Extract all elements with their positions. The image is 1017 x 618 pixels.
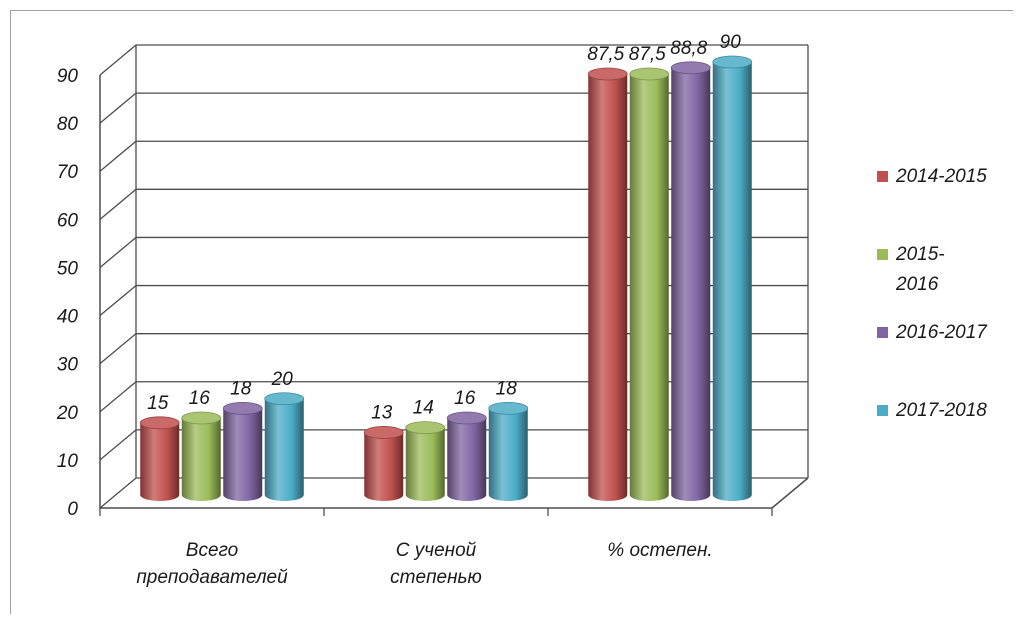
bar-top — [181, 411, 222, 425]
bar-body — [588, 74, 628, 502]
data-label: 16 — [454, 388, 476, 409]
y-tick-label: 0 — [67, 499, 78, 520]
y-tick-label: 40 — [57, 307, 79, 328]
bar-body — [447, 418, 487, 501]
bar — [405, 421, 446, 501]
data-label: 87,5 — [587, 44, 624, 65]
y-tick-label: 60 — [57, 210, 79, 231]
y-tick-label: 90 — [57, 66, 79, 87]
bar-top — [670, 61, 711, 75]
data-label: 88,8 — [670, 38, 707, 59]
data-label: 13 — [371, 402, 393, 423]
bar-top — [587, 67, 628, 81]
bar — [222, 401, 263, 501]
bar-top — [712, 55, 753, 69]
bar-top — [446, 411, 487, 425]
bar-body — [629, 74, 669, 502]
bar — [363, 426, 404, 501]
data-label: 16 — [189, 388, 211, 409]
legend-item: 2014-2015 — [877, 166, 987, 187]
bar-body — [181, 418, 221, 501]
bar-body — [712, 62, 752, 501]
bar-top — [363, 426, 404, 439]
bars-layer — [139, 55, 753, 502]
y-tick-label: 30 — [57, 355, 79, 376]
y-tick-label: 80 — [57, 114, 79, 135]
data-label: 15 — [147, 393, 169, 414]
bar — [264, 392, 305, 501]
bar — [587, 67, 628, 502]
bar-body — [223, 408, 263, 501]
data-label: 14 — [413, 398, 434, 419]
bar-top — [139, 416, 180, 430]
y-tick-label: 70 — [57, 162, 79, 183]
legend: 2014-2015 2015-2016 2016-2017 2017-2018 — [877, 166, 988, 421]
legend-label: 2015-2016 — [895, 244, 945, 295]
legend-item: 2016-2017 — [877, 322, 988, 343]
bar-body — [488, 408, 528, 501]
legend-label: 2014-2015 — [895, 166, 987, 187]
y-tick-label: 20 — [56, 403, 79, 424]
legend-item: 2017-2018 — [877, 400, 987, 421]
bar-body — [405, 427, 445, 501]
x-category-label: С ученой степенью — [390, 540, 482, 588]
bar — [629, 67, 670, 502]
legend-item: 2015-2016 — [877, 244, 945, 295]
bar-body — [364, 432, 404, 501]
bar — [139, 416, 180, 501]
x-category-label: Всего преподавателей — [136, 540, 288, 588]
bar-body — [671, 67, 711, 502]
legend-swatch — [877, 249, 888, 260]
y-tick-label: 50 — [57, 258, 79, 279]
data-label: 18 — [230, 378, 252, 399]
bar-body — [264, 398, 304, 501]
chart-frame — [10, 10, 1013, 614]
bar-body — [140, 422, 180, 501]
axis-layer: 0 10 20 30 40 50 60 70 80 90 Всего преподавателей С … — [56, 66, 809, 588]
legend-label: 2016-2017 — [895, 322, 988, 343]
bar-top — [488, 401, 529, 415]
bar-top — [405, 421, 446, 435]
bar-top — [629, 67, 670, 81]
bar-top — [264, 392, 305, 406]
bar — [712, 55, 753, 501]
legend-label: 2017-2018 — [895, 400, 987, 421]
bar — [670, 61, 711, 502]
x-category-label: % остепен. — [607, 540, 712, 561]
bar — [488, 401, 529, 501]
bar — [446, 411, 487, 501]
floor-edge — [771, 477, 809, 509]
legend-swatch — [877, 405, 888, 416]
data-label: 87,5 — [629, 44, 666, 65]
legend-swatch — [877, 327, 888, 338]
bar-top — [222, 401, 263, 415]
data-label: 18 — [496, 378, 518, 399]
data-label: 90 — [720, 32, 742, 53]
y-tick-label: 10 — [57, 451, 79, 472]
grid-layer — [99, 44, 809, 509]
bar — [181, 411, 222, 501]
data-label: 20 — [271, 369, 294, 390]
legend-swatch — [877, 171, 888, 182]
